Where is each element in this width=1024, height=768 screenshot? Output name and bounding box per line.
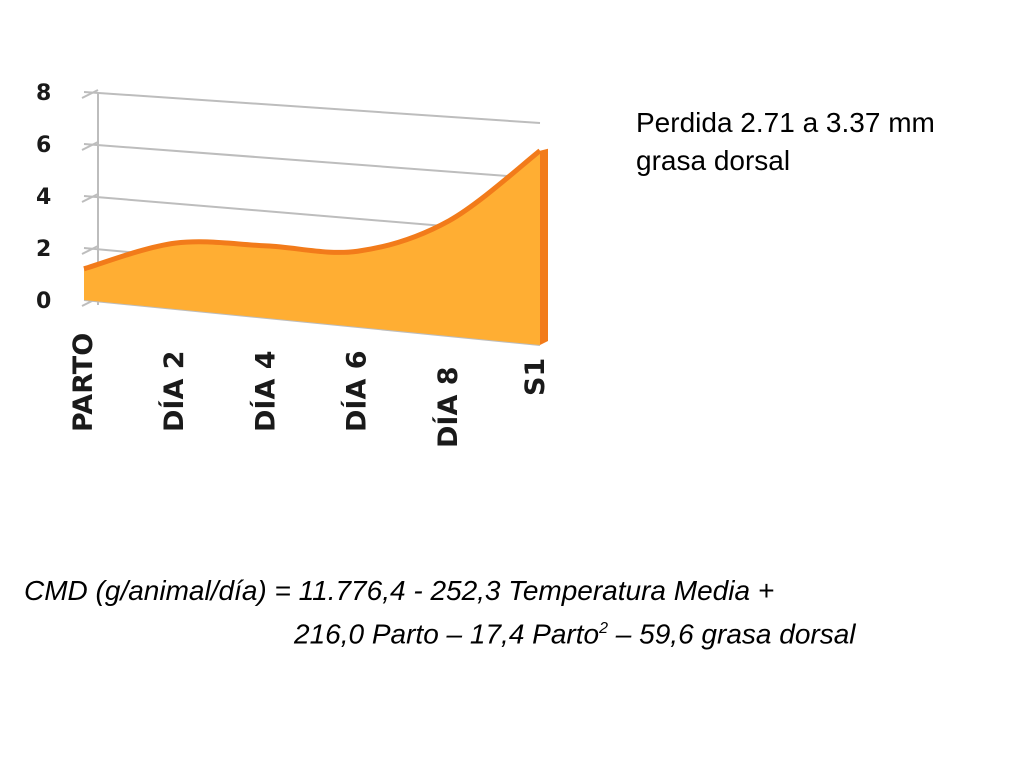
x-tick-label: DÍA 6 <box>341 350 373 432</box>
formula-line-2-b: – 59,6 grasa dorsal <box>608 618 856 650</box>
y-axis-ticks: 0 2 4 6 8 <box>36 81 51 314</box>
formula-line-2-a: 216,0 Parto – 17,4 Parto <box>294 618 600 650</box>
gridline-depth <box>81 245 99 255</box>
y-tick-label: 0 <box>36 289 51 314</box>
gridline-depth <box>81 193 99 203</box>
x-axis-ticks: PARTO DÍA 2 DÍA 4 DÍA 6 DÍA 8 S1 <box>68 333 551 448</box>
formula-line-2: 216,0 Parto – 17,4 Parto2 – 59,6 grasa d… <box>24 610 1014 653</box>
gridline <box>83 91 541 124</box>
fat-loss-note: Perdida 2.71 a 3.37 mm grasa dorsal <box>636 104 1016 180</box>
area-layer <box>83 148 548 345</box>
series-top-edge <box>83 148 542 272</box>
y-tick-label: 2 <box>36 237 51 262</box>
x-tick-label: DÍA 8 <box>432 366 464 448</box>
fat-loss-area-chart: 0 2 4 6 8 PARTO DÍA 2 DÍA 4 DÍA 6 DÍA 8 S1 <box>36 81 551 448</box>
x-tick-label: PARTO <box>68 333 99 432</box>
x-tick-label: DÍA 2 <box>158 350 190 432</box>
series-area <box>84 150 540 345</box>
x-tick-label: S1 <box>520 358 551 396</box>
formula-superscript: 2 <box>599 620 609 637</box>
y-tick-label: 4 <box>36 185 51 210</box>
cmd-formula: CMD (g/animal/día) = 11.776,4 - 252,3 Te… <box>24 572 1014 653</box>
note-line-2: grasa dorsal <box>636 145 791 176</box>
note-line-1: Perdida 2.71 a 3.37 mm <box>636 107 935 138</box>
x-tick-label: DÍA 4 <box>249 350 281 432</box>
gridline <box>83 143 541 180</box>
y-tick-label: 6 <box>36 133 51 158</box>
formula-line-1: CMD (g/animal/día) = 11.776,4 - 252,3 Te… <box>24 575 775 606</box>
area-side <box>540 148 548 345</box>
gridline-depth <box>81 141 99 151</box>
gridline-depth <box>81 89 99 99</box>
y-tick-label: 8 <box>36 81 51 106</box>
